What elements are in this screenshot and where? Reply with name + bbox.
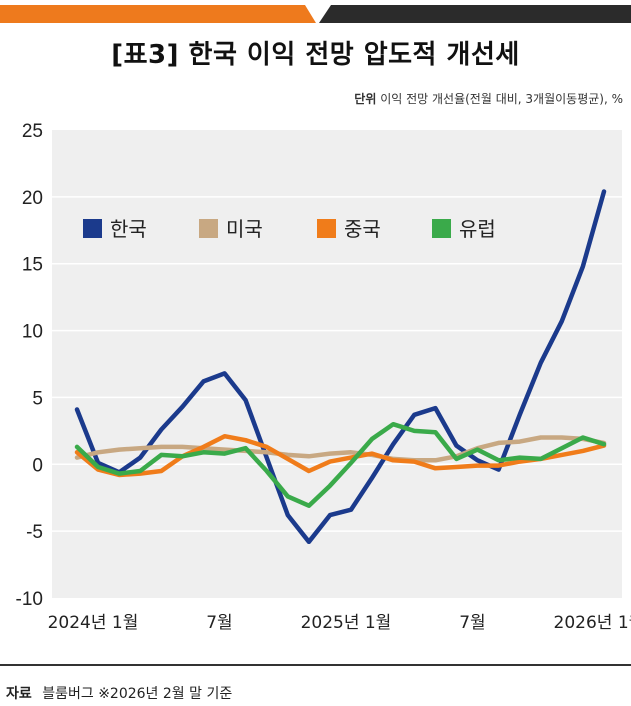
chart-title: [표3] 한국 이익 전망 압도적 개선세 <box>111 40 520 70</box>
x-tick-label: 2026년 1월 <box>554 613 631 633</box>
y-tick-label: 15 <box>22 255 43 276</box>
x-tick-label: 2025년 1월 <box>301 613 392 633</box>
y-tick-label: 25 <box>22 121 43 142</box>
unit-label: 단위 <box>354 92 377 106</box>
legend-label: 중국 <box>344 217 381 241</box>
source-label: 자료 <box>6 686 32 702</box>
header-bar-orange <box>0 5 316 23</box>
legend-swatch <box>199 219 218 238</box>
y-tick-label: 10 <box>22 322 43 343</box>
unit-note: 단위 이익 전망 개선율(전월 대비, 3개월이동평균), % <box>354 90 623 107</box>
y-tick-label: -10 <box>16 589 43 610</box>
plot-area <box>52 130 622 598</box>
legend-label: 한국 <box>110 217 147 241</box>
y-tick-label: 20 <box>22 188 43 209</box>
legend-swatch <box>83 219 102 238</box>
legend-label: 미국 <box>226 217 263 241</box>
series-line-미국 <box>74 435 607 463</box>
y-tick-label: 5 <box>32 388 43 409</box>
unit-text: 이익 전망 개선율(전월 대비, 3개월이동평균), % <box>380 92 623 106</box>
x-tick-label: 2024년 1월 <box>48 613 139 633</box>
header-bar-dark <box>319 5 631 23</box>
legend-swatch <box>317 219 336 238</box>
legend-label: 유럽 <box>459 217 496 241</box>
source-note: 자료 블룸버그 ※2026년 2월 말 기준 <box>6 683 232 703</box>
series-line-유럽 <box>74 421 607 508</box>
source-text: 블룸버그 ※2026년 2월 말 기준 <box>42 686 233 702</box>
series-line-한국 <box>74 189 607 545</box>
line-chart: -10 -5 0 5 10 15 20 25 2024년 1월 7월 2025년 1월 7월 2026년… <box>16 121 631 633</box>
y-tick-label: 0 <box>32 455 43 476</box>
y-tick-label: -5 <box>26 522 43 543</box>
legend-swatch <box>432 219 451 238</box>
series-line-중국 <box>74 433 607 478</box>
footer-divider <box>0 664 631 666</box>
x-tick-label: 7월 <box>459 613 485 633</box>
header-color-bar <box>0 5 631 23</box>
x-tick-label: 7월 <box>206 613 232 633</box>
